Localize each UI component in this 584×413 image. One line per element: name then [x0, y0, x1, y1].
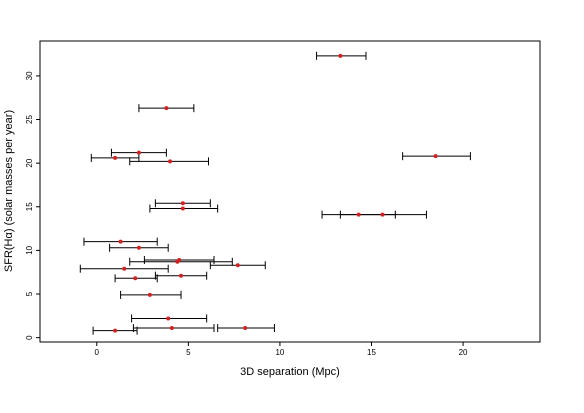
data-point — [136, 245, 141, 250]
x-axis: 0 5 10 15 20 — [95, 342, 468, 357]
data-point — [169, 326, 174, 331]
data-point — [180, 201, 185, 206]
y-tick-label: 10 — [25, 245, 34, 254]
data-point — [235, 263, 240, 268]
x-axis-title: 3D separation (Mpc) — [240, 366, 340, 378]
y-tick-label: 30 — [25, 71, 34, 80]
data-point — [122, 266, 127, 271]
y-tick-label: 15 — [25, 202, 34, 211]
data-point — [356, 212, 361, 217]
data-point — [166, 316, 171, 321]
y-tick-label: 0 — [25, 335, 34, 340]
data-point — [113, 328, 118, 333]
data-point — [164, 106, 169, 111]
y-axis-title: SFR(Hα) (solar masses per year) — [3, 110, 15, 272]
data-point — [433, 154, 438, 159]
data-point — [147, 292, 152, 297]
data-point — [180, 206, 185, 211]
data-point — [133, 276, 138, 281]
data-point — [136, 150, 141, 155]
x-tick-label: 20 — [459, 348, 468, 357]
data-point — [175, 259, 180, 264]
data-point — [113, 155, 118, 160]
x-tick-label: 5 — [186, 348, 191, 357]
y-axis: 0 5 10 15 20 25 30 — [25, 71, 40, 340]
data-point — [243, 326, 248, 331]
data-point — [118, 239, 123, 244]
data-points — [113, 53, 438, 333]
y-tick-label: 20 — [25, 158, 34, 167]
plot-frame — [39, 40, 541, 343]
data-point — [380, 212, 385, 217]
x-tick-label: 15 — [367, 348, 376, 357]
x-tick-label: 0 — [95, 348, 100, 357]
data-point — [179, 273, 184, 278]
data-point — [168, 159, 173, 164]
error-bars — [79, 51, 471, 335]
x-tick-label: 10 — [275, 348, 284, 357]
y-tick-label: 5 — [25, 291, 34, 296]
data-point — [338, 53, 343, 58]
y-tick-label: 25 — [25, 115, 34, 124]
